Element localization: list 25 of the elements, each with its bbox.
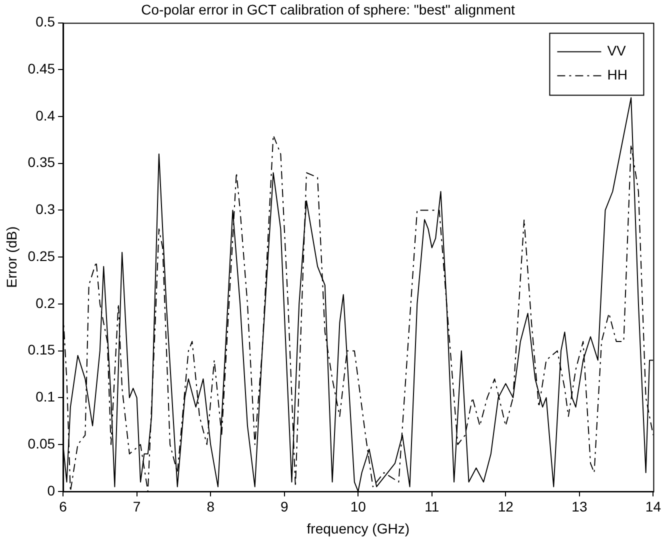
- x-tick-label: 9: [280, 498, 288, 515]
- y-tick-label: 0.2: [36, 294, 56, 311]
- y-tick-label: 0.05: [28, 435, 56, 452]
- x-tick-label: 6: [59, 498, 68, 515]
- x-tick-label: 8: [206, 498, 215, 515]
- legend-label: HH: [607, 66, 628, 83]
- x-axis-title: frequency (GHz): [306, 520, 410, 536]
- y-tick-label: 0: [47, 482, 56, 498]
- y-tick-label: 0.1: [36, 388, 56, 405]
- x-tick-label: 14: [645, 498, 662, 515]
- x-tick-label: 7: [132, 498, 141, 515]
- x-tick-label: 10: [350, 498, 366, 515]
- legend-label: VV: [607, 42, 627, 59]
- y-tick-label: 0.5: [36, 14, 56, 30]
- chart-title: Co-polar error in GCT calibration of sphere: "best" alignment: [141, 1, 516, 18]
- y-tick-label: 0.3: [36, 201, 56, 218]
- y-tick-label: 0.25: [28, 248, 56, 264]
- y-tick-label: 0.4: [36, 107, 56, 124]
- y-tick-label: 0.35: [28, 154, 56, 170]
- x-tick-label: 11: [424, 498, 440, 515]
- x-tick-label: 13: [572, 498, 588, 515]
- y-tick-label: 0.45: [28, 60, 56, 77]
- x-tick-label: 12: [498, 498, 514, 515]
- y-axis-title: Error (dB): [3, 226, 20, 288]
- y-tick-label: 0.15: [28, 342, 56, 358]
